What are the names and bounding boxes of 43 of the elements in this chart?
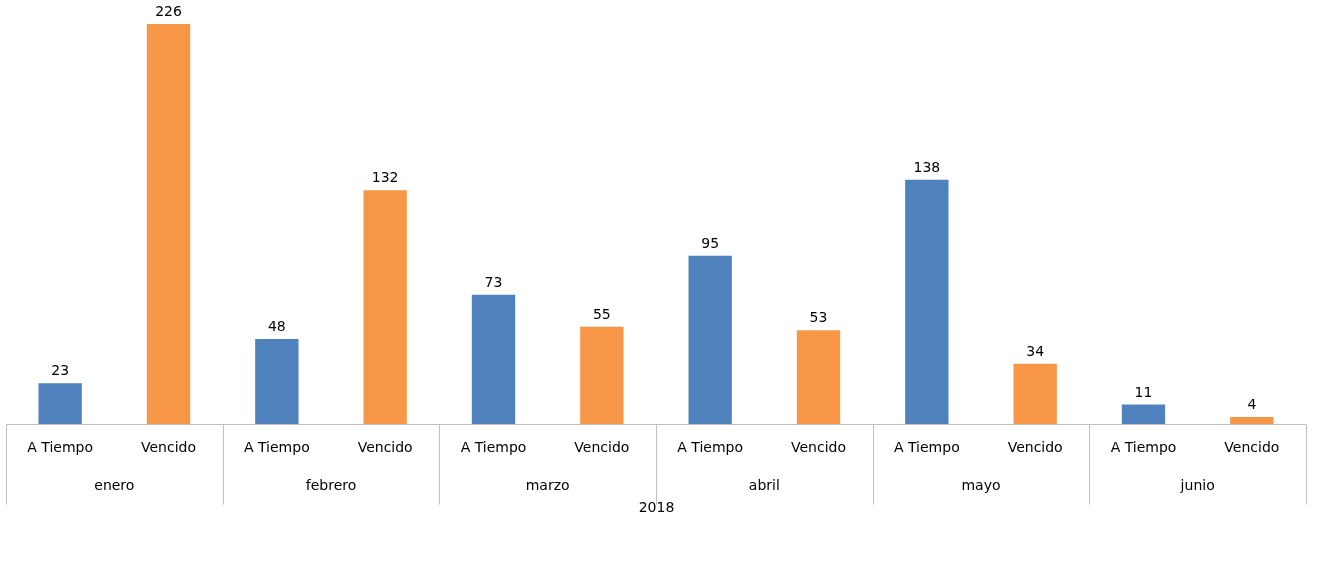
text: Vencido	[1224, 439, 1280, 455]
text: Vencido	[1007, 439, 1063, 455]
x-tick-label: febrero	[305, 477, 357, 493]
data-label: 11	[1134, 383, 1153, 400]
data-label: 95	[701, 234, 720, 251]
bar	[1013, 363, 1057, 424]
data-label: 138	[913, 158, 941, 175]
x-axis-title: 2018	[638, 499, 675, 515]
bar	[1230, 416, 1274, 424]
bar	[688, 255, 732, 424]
data-label: 53	[809, 309, 828, 326]
text: Vencido	[790, 439, 847, 455]
bar	[796, 330, 841, 424]
text: Vencido	[140, 439, 197, 455]
data-label: 55	[592, 305, 611, 322]
data-label: 4	[1247, 395, 1257, 412]
x-tick-label: junio	[1179, 477, 1215, 493]
series-label: Vencido	[574, 439, 630, 455]
data-label: 34	[1026, 342, 1045, 359]
data-label: 226	[155, 3, 182, 19]
text: Vencido	[357, 439, 413, 455]
text: A Tiempo	[677, 439, 744, 455]
bar	[471, 294, 516, 424]
data-label: 23	[51, 362, 70, 379]
text: A Tiempo	[460, 439, 527, 455]
x-tick-label: marzo	[525, 477, 570, 493]
data-label: 73	[484, 273, 503, 290]
data-label: 48	[267, 318, 286, 335]
bar	[580, 326, 624, 424]
bar	[255, 339, 299, 424]
bar	[905, 179, 949, 424]
x-tick-label: abril	[748, 477, 780, 493]
bar	[363, 190, 407, 424]
bar	[1121, 404, 1166, 424]
bar	[38, 383, 82, 424]
text: A Tiempo	[893, 439, 960, 455]
text: A Tiempo	[27, 439, 94, 455]
bar	[146, 24, 191, 424]
x-tick-label: mayo	[961, 477, 1001, 493]
series-label: A Tiempo	[1110, 439, 1177, 455]
text: A Tiempo	[243, 439, 310, 455]
x-tick-label: enero	[94, 477, 135, 493]
data-label: 132	[371, 169, 399, 186]
